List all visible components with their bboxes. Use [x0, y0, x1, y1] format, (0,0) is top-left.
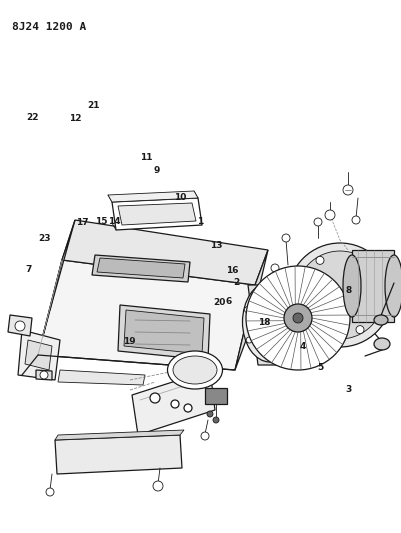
Circle shape — [325, 210, 335, 220]
Polygon shape — [58, 370, 145, 385]
Text: 9: 9 — [153, 166, 160, 175]
Polygon shape — [36, 370, 52, 380]
Text: 17: 17 — [76, 219, 89, 227]
Text: 10: 10 — [174, 193, 186, 201]
Polygon shape — [248, 285, 285, 365]
Ellipse shape — [374, 338, 390, 350]
Polygon shape — [124, 310, 204, 354]
Circle shape — [356, 326, 364, 334]
Circle shape — [40, 371, 48, 379]
Ellipse shape — [168, 351, 223, 389]
Text: 1: 1 — [197, 217, 204, 225]
Circle shape — [356, 256, 364, 264]
Circle shape — [352, 216, 360, 224]
Circle shape — [376, 291, 384, 299]
Circle shape — [171, 400, 179, 408]
Circle shape — [296, 291, 304, 299]
Polygon shape — [38, 220, 75, 355]
Circle shape — [282, 234, 290, 242]
Circle shape — [201, 432, 209, 440]
Polygon shape — [118, 203, 196, 225]
Circle shape — [284, 304, 312, 332]
Ellipse shape — [249, 291, 291, 353]
Text: 21: 21 — [87, 101, 99, 110]
Circle shape — [271, 264, 279, 272]
Text: 13: 13 — [210, 241, 223, 249]
Text: 14: 14 — [108, 217, 121, 225]
Polygon shape — [38, 260, 255, 370]
Text: 23: 23 — [38, 234, 51, 243]
Polygon shape — [118, 305, 210, 360]
Text: 15: 15 — [95, 217, 107, 225]
Circle shape — [246, 266, 350, 370]
Text: 6: 6 — [225, 297, 232, 305]
Circle shape — [150, 393, 160, 403]
Circle shape — [316, 326, 324, 334]
Circle shape — [207, 411, 213, 417]
Circle shape — [314, 218, 322, 226]
Text: 3: 3 — [346, 385, 352, 393]
Circle shape — [153, 481, 163, 491]
Circle shape — [288, 337, 294, 343]
Polygon shape — [92, 255, 190, 282]
Circle shape — [296, 251, 384, 339]
Circle shape — [343, 185, 353, 195]
Ellipse shape — [385, 255, 401, 317]
Circle shape — [254, 288, 262, 296]
Circle shape — [316, 256, 324, 264]
Text: 18: 18 — [258, 318, 271, 327]
Text: 2: 2 — [233, 278, 240, 287]
Circle shape — [15, 321, 25, 331]
Polygon shape — [235, 250, 268, 370]
Polygon shape — [55, 435, 182, 474]
Polygon shape — [97, 258, 185, 278]
Polygon shape — [132, 370, 215, 435]
Ellipse shape — [173, 356, 217, 384]
Circle shape — [288, 243, 392, 347]
Circle shape — [46, 488, 54, 496]
Text: 5: 5 — [318, 364, 324, 372]
Text: 4: 4 — [300, 342, 306, 351]
Polygon shape — [18, 330, 60, 380]
Circle shape — [184, 404, 192, 412]
Circle shape — [293, 313, 303, 323]
Text: 8J24 1200 A: 8J24 1200 A — [12, 22, 86, 32]
Text: 19: 19 — [123, 337, 136, 345]
Text: 16: 16 — [226, 266, 239, 275]
Bar — [205, 388, 227, 404]
Text: 20: 20 — [214, 298, 226, 307]
Ellipse shape — [243, 282, 298, 362]
Text: 22: 22 — [26, 113, 39, 122]
Circle shape — [245, 306, 251, 313]
Circle shape — [288, 301, 294, 307]
Polygon shape — [8, 315, 32, 336]
Text: 12: 12 — [69, 114, 82, 123]
Text: 11: 11 — [140, 153, 153, 161]
Circle shape — [246, 337, 252, 343]
Bar — [352, 250, 394, 322]
Polygon shape — [55, 430, 184, 440]
Polygon shape — [25, 340, 52, 370]
Polygon shape — [62, 220, 268, 285]
Circle shape — [213, 417, 219, 423]
Polygon shape — [112, 198, 202, 230]
Ellipse shape — [343, 255, 361, 317]
Polygon shape — [108, 191, 198, 202]
Ellipse shape — [374, 315, 388, 325]
Text: 7: 7 — [26, 265, 32, 273]
Text: 8: 8 — [346, 286, 352, 295]
